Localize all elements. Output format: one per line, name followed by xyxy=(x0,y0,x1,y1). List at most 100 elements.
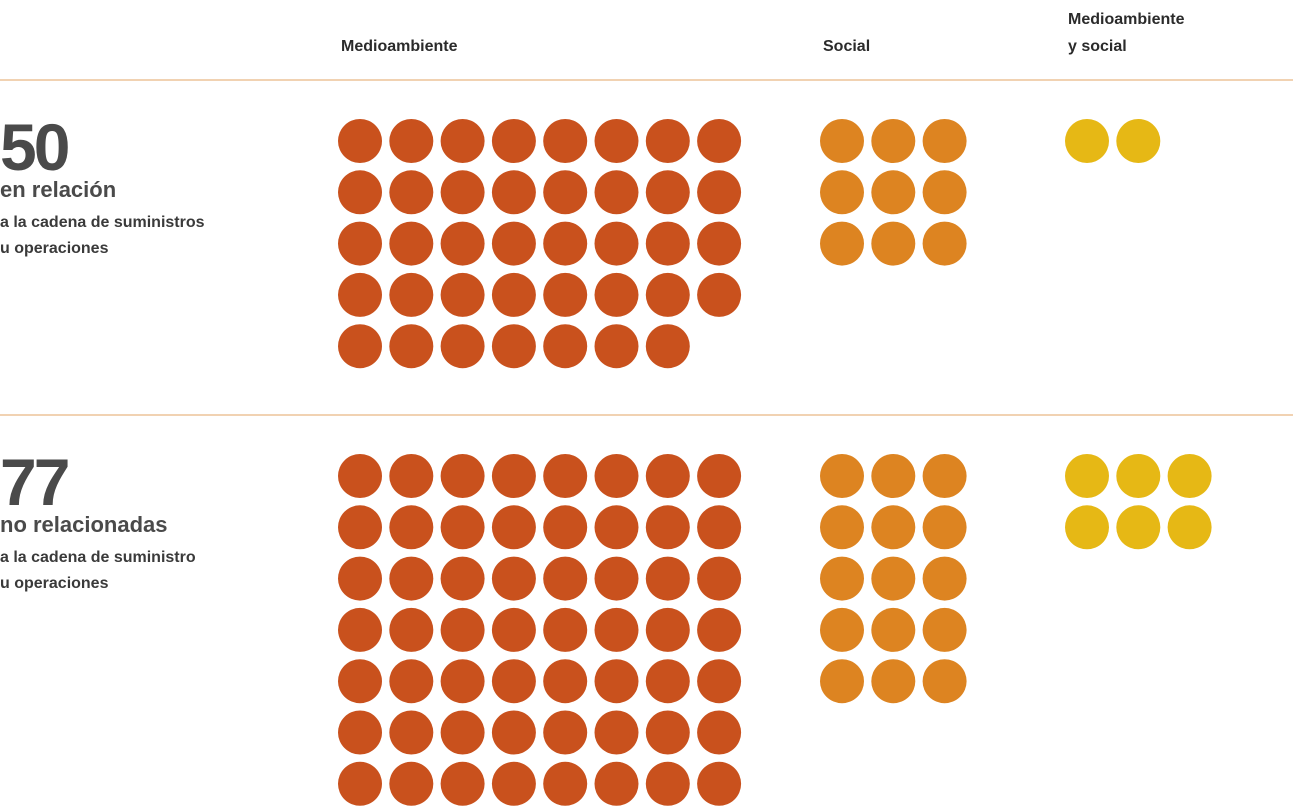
unit-dot xyxy=(697,505,742,550)
unit-dot xyxy=(543,607,588,652)
unit-dot xyxy=(440,556,485,601)
group-label: no relacionadas xyxy=(0,512,168,537)
group-sublabel: a la cadena de suministros xyxy=(0,214,205,231)
unit-dot xyxy=(922,505,967,550)
unit-dot xyxy=(645,170,690,215)
unit-dot xyxy=(543,272,588,317)
group-label: en relación xyxy=(0,177,116,202)
unit-dot xyxy=(871,454,916,498)
unit-dot xyxy=(1116,505,1161,550)
unit-dot xyxy=(594,505,639,550)
unit-dot xyxy=(820,505,864,550)
unit-dot xyxy=(440,659,485,704)
unit-dot xyxy=(491,761,536,806)
unit-dot xyxy=(543,505,588,550)
unit-dot xyxy=(871,505,916,550)
unit-dot xyxy=(543,170,588,215)
unit-dot xyxy=(440,761,485,806)
unit-dot xyxy=(697,221,742,266)
unit-dot xyxy=(820,607,864,652)
unit-dot xyxy=(389,272,434,317)
unit-dot xyxy=(594,659,639,704)
unit-dot xyxy=(440,170,485,215)
unit-dot xyxy=(645,607,690,652)
unit-dot xyxy=(697,454,742,498)
unit-dot xyxy=(594,170,639,215)
unit-dot xyxy=(871,119,916,163)
unit-dot xyxy=(1116,454,1161,498)
unit-dot xyxy=(697,556,742,601)
unit-dot xyxy=(594,324,639,369)
unit-dot xyxy=(543,324,588,369)
unit-dot xyxy=(820,170,864,215)
unit-dot xyxy=(1065,505,1109,550)
unit-dot xyxy=(440,324,485,369)
unit-dot xyxy=(491,505,536,550)
unit-dot xyxy=(389,761,434,806)
unit-dot xyxy=(594,119,639,163)
unit-dot xyxy=(645,710,690,755)
unit-dot xyxy=(697,710,742,755)
unit-dot xyxy=(543,710,588,755)
unit-dot xyxy=(338,505,382,550)
unit-dot xyxy=(543,119,588,163)
unit-dot xyxy=(543,454,588,498)
unit-dot xyxy=(338,556,382,601)
unit-dot xyxy=(491,272,536,317)
unit-dot xyxy=(440,119,485,163)
unit-dot xyxy=(491,170,536,215)
unit-dot xyxy=(338,119,382,163)
unit-dot xyxy=(389,556,434,601)
unit-dot xyxy=(820,119,864,163)
unit-dot xyxy=(697,607,742,652)
unit-dot xyxy=(645,119,690,163)
unit-dot xyxy=(594,710,639,755)
unit-dot xyxy=(594,556,639,601)
unit-dot xyxy=(645,454,690,498)
column-header: y social xyxy=(1068,38,1127,55)
unit-dot xyxy=(820,454,864,498)
unit-dot xyxy=(645,272,690,317)
unit-dot xyxy=(338,221,382,266)
unit-dot xyxy=(1167,454,1212,498)
unit-dot xyxy=(645,761,690,806)
unit-dot xyxy=(697,761,742,806)
unit-dot xyxy=(820,221,864,266)
unit-dot xyxy=(871,659,916,704)
unit-dot xyxy=(338,761,382,806)
unit-dot xyxy=(491,119,536,163)
unit-dot xyxy=(440,272,485,317)
unit-dot xyxy=(389,505,434,550)
unit-dot xyxy=(922,556,967,601)
column-header: Medioambiente xyxy=(1068,11,1185,28)
column-header: Medioambiente xyxy=(341,38,458,55)
unit-dot xyxy=(871,556,916,601)
unit-dot xyxy=(871,221,916,266)
group-total: 50 xyxy=(0,110,68,184)
unit-dot xyxy=(389,221,434,266)
unit-dot xyxy=(1167,505,1212,550)
group-sublabel: u operaciones xyxy=(0,240,109,257)
unit-dot xyxy=(594,221,639,266)
unit-dot xyxy=(697,170,742,215)
unit-dot xyxy=(922,119,967,163)
unit-dot xyxy=(338,454,382,498)
unit-dot xyxy=(871,607,916,652)
unit-dot xyxy=(543,221,588,266)
unit-dot xyxy=(922,607,967,652)
unit-dot xyxy=(338,272,382,317)
unit-dot xyxy=(440,221,485,266)
unit-dot xyxy=(645,221,690,266)
unit-dot xyxy=(338,710,382,755)
unit-dot xyxy=(491,454,536,498)
unit-dot xyxy=(440,710,485,755)
unit-dot xyxy=(389,119,434,163)
unit-dot xyxy=(543,761,588,806)
unit-dot xyxy=(594,761,639,806)
unit-dot xyxy=(338,170,382,215)
unit-dot xyxy=(820,556,864,601)
unit-dot xyxy=(922,221,967,266)
unit-dot xyxy=(594,607,639,652)
unit-dot xyxy=(871,170,916,215)
unit-dot xyxy=(697,119,742,163)
